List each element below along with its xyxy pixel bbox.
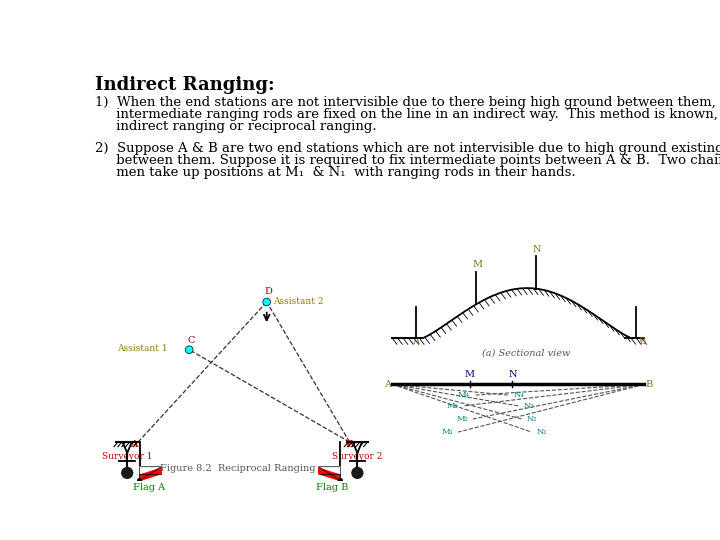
Text: Assistant 2: Assistant 2 [273,296,323,306]
Text: men take up positions at M₁  & N₁  with ranging rods in their hands.: men take up positions at M₁ & N₁ with ra… [94,166,575,179]
Text: Flag B: Flag B [316,483,348,492]
Text: A: A [384,380,391,389]
Text: Surveyor 1: Surveyor 1 [102,452,153,461]
Circle shape [122,468,132,478]
Polygon shape [319,467,341,481]
Circle shape [338,478,342,483]
Text: indirect ranging or reciprocal ranging.: indirect ranging or reciprocal ranging. [94,120,377,133]
Text: M: M [472,260,482,269]
Text: M₁: M₁ [441,428,454,436]
Text: M₂: M₂ [456,415,468,423]
Text: D: D [264,287,272,296]
Text: N₁: N₁ [536,428,547,436]
Text: C: C [187,336,194,345]
Text: B: B [646,380,653,389]
Text: A: A [412,338,419,346]
Polygon shape [319,467,341,474]
Polygon shape [140,467,161,481]
Text: Surveyor 2: Surveyor 2 [332,452,382,461]
Text: between them. Suppose it is required to fix intermediate points between A & B.  : between them. Suppose it is required to … [94,154,720,167]
Text: Figure 8.2  Reciprocal Ranging: Figure 8.2 Reciprocal Ranging [160,463,315,472]
Text: A: A [130,440,138,449]
Text: M₃: M₃ [447,402,459,410]
Text: N₄: N₄ [513,391,524,399]
Text: Indirect Ranging:: Indirect Ranging: [94,76,274,93]
Text: N₂: N₂ [526,415,537,423]
Text: (a) Sectional view: (a) Sectional view [482,348,570,357]
Text: N₃: N₃ [523,402,534,410]
Circle shape [138,478,142,483]
Text: B: B [346,440,354,449]
Text: 2)  Suppose A & B are two end stations which are not intervisible due to high gr: 2) Suppose A & B are two end stations wh… [94,142,720,155]
Circle shape [352,468,363,478]
Text: 1)  When the end stations are not intervisible due to there being high ground be: 1) When the end stations are not intervi… [94,96,716,109]
Text: Flag A: Flag A [132,483,165,492]
Text: N: N [508,370,517,379]
Text: N: N [533,245,541,254]
Text: M₄: M₄ [458,391,469,399]
Polygon shape [140,467,161,474]
Text: M: M [464,370,474,379]
Circle shape [185,346,193,354]
Text: intermediate ranging rods are fixed on the line in an indirect way.  This method: intermediate ranging rods are fixed on t… [94,108,720,121]
Text: Assistant 1: Assistant 1 [117,344,168,353]
Circle shape [263,298,271,306]
Text: B: B [638,338,645,346]
